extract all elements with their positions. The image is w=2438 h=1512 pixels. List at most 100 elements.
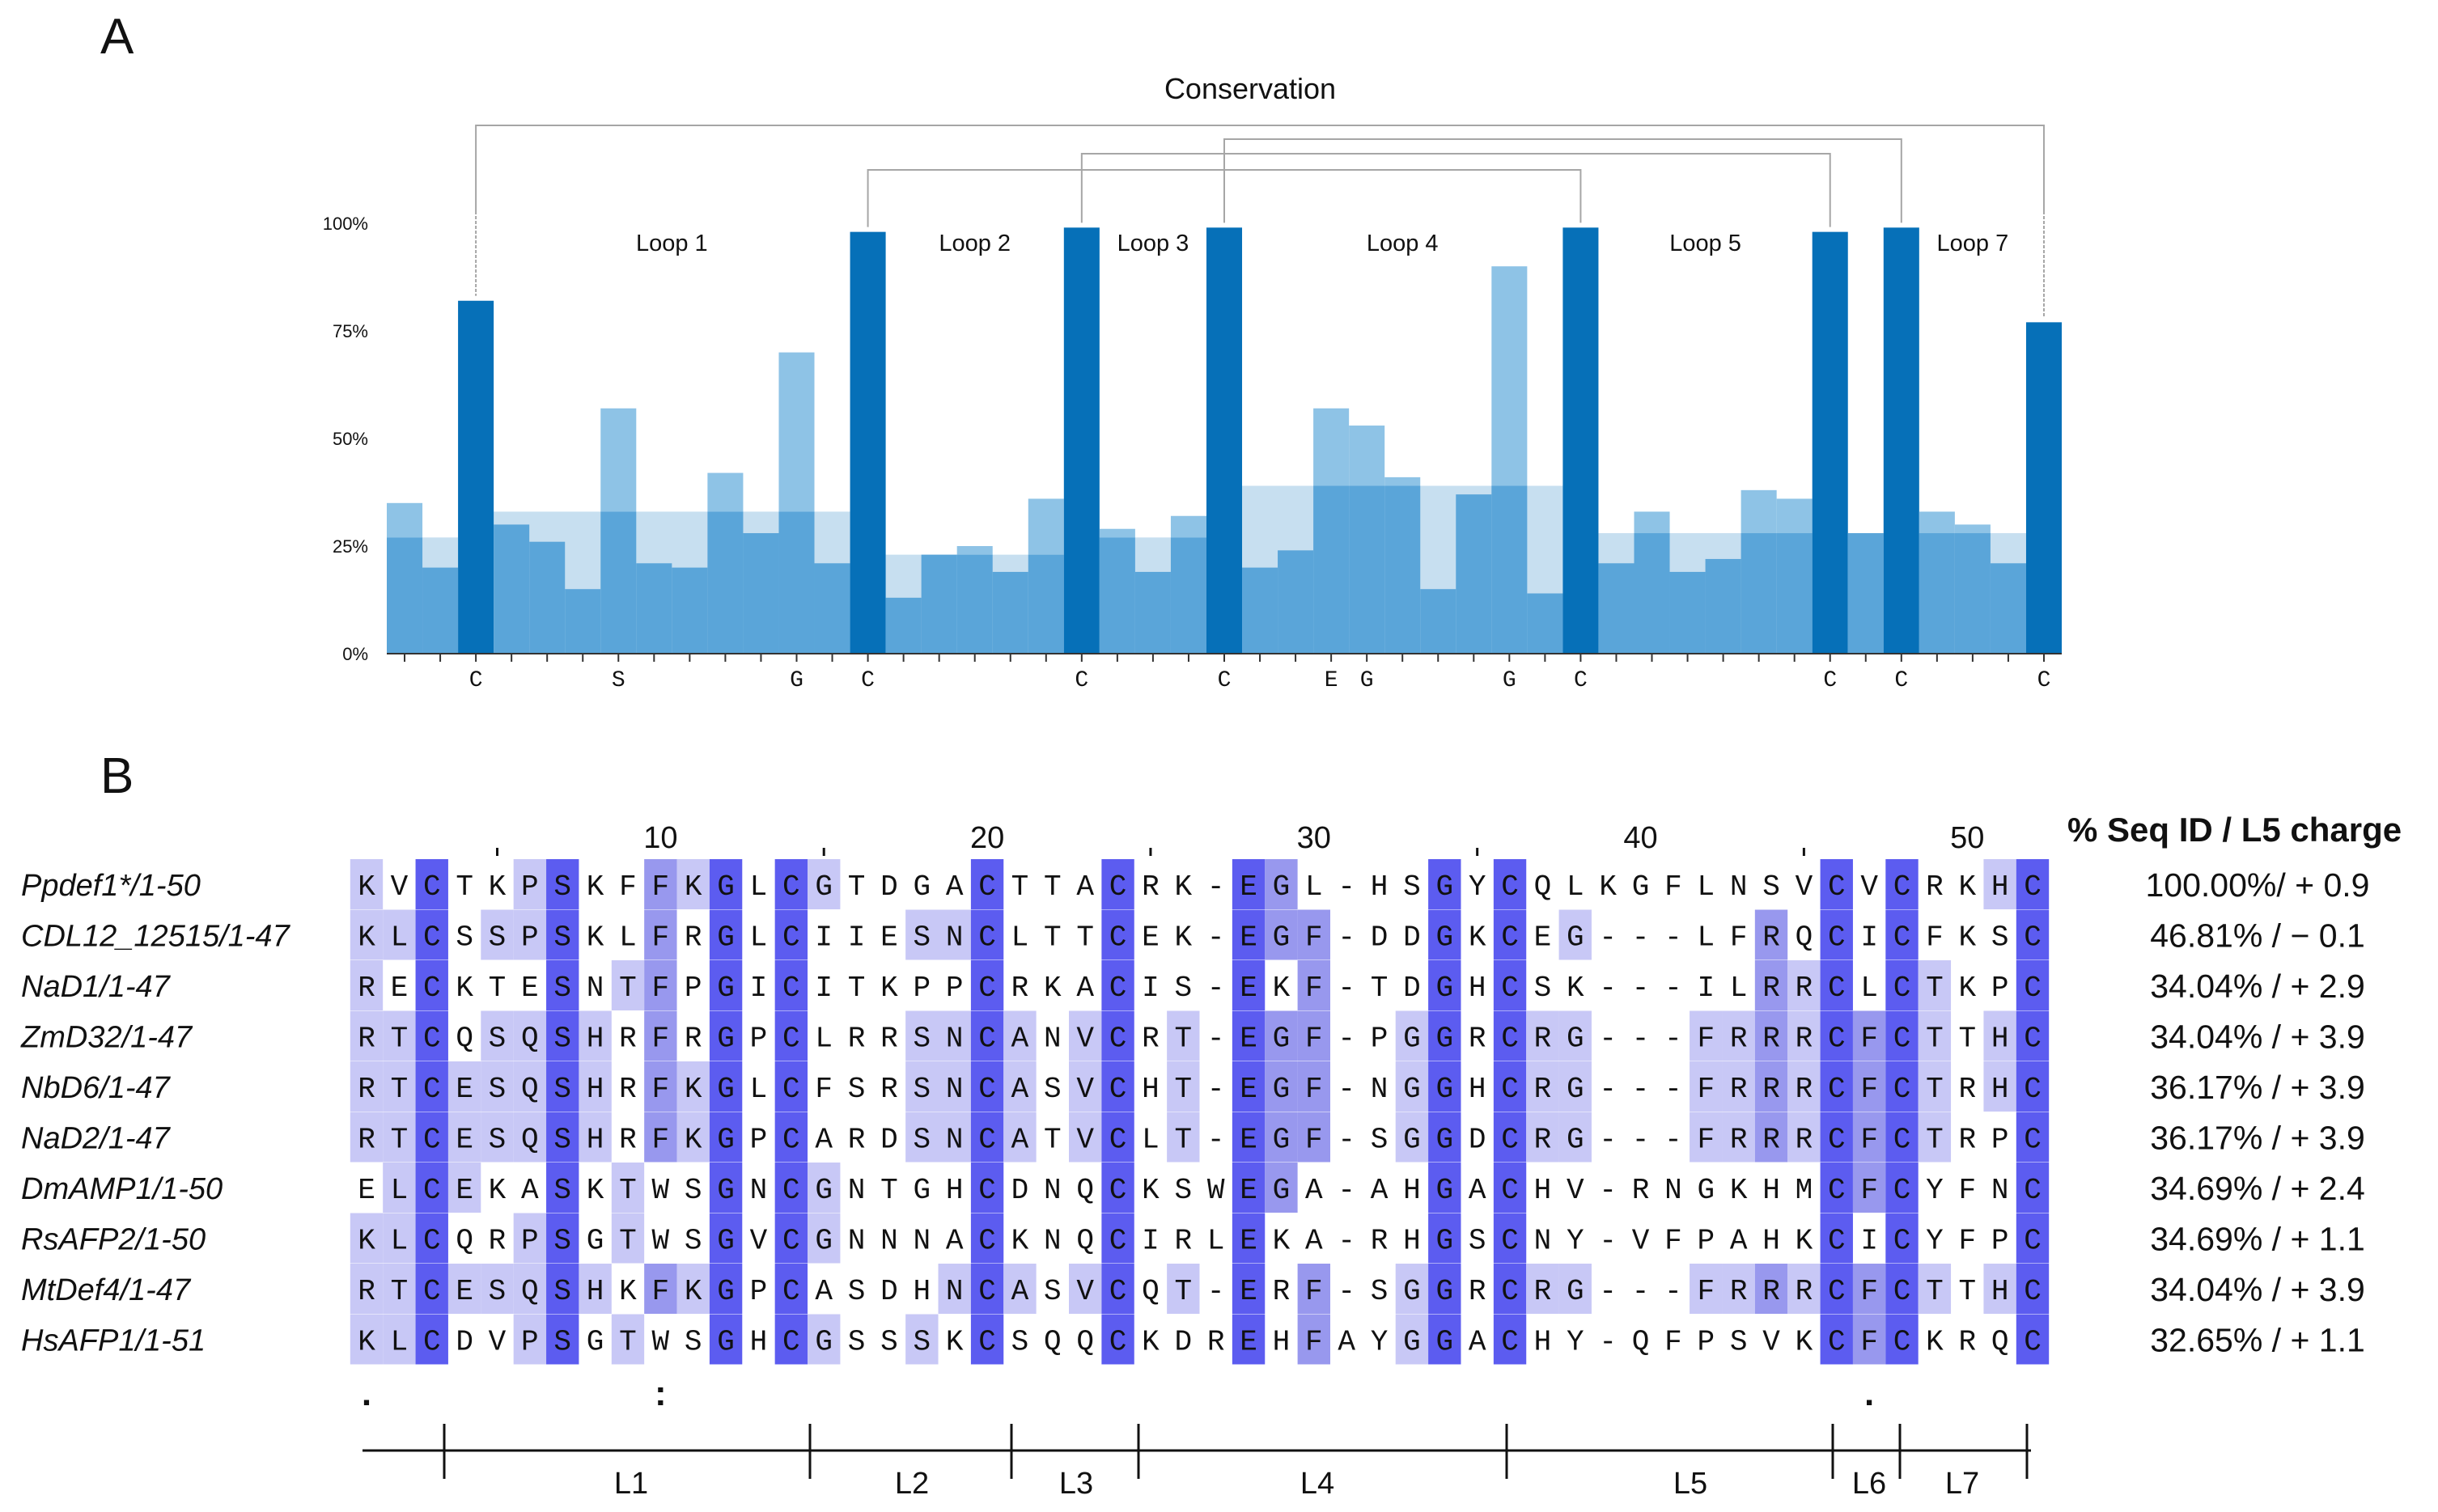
residue-highlight <box>1167 1061 1200 1112</box>
residue: S <box>489 921 507 955</box>
residue-highlight <box>1558 1112 1592 1163</box>
residue: R <box>1469 1275 1486 1308</box>
conservation-bar-upper <box>1634 511 1670 534</box>
conservation-bar-upper <box>956 546 993 555</box>
residue: G <box>717 1275 735 1308</box>
residue-highlight <box>1167 1112 1200 1163</box>
residue: C <box>1828 1124 1846 1157</box>
residue-highlight <box>1526 1264 1559 1314</box>
residue-highlight <box>1983 859 2016 909</box>
residue: A <box>1011 1275 1029 1308</box>
residue: S <box>1403 870 1421 904</box>
residue-highlight <box>1852 1264 1886 1314</box>
residue: C <box>978 921 996 955</box>
residue-highlight <box>1820 1163 1853 1213</box>
residue: K <box>1567 972 1584 1005</box>
residue: T <box>1044 921 1062 955</box>
residue-highlight <box>970 1314 1004 1365</box>
residue: S <box>553 1275 571 1308</box>
conservation-bar <box>1847 533 1884 654</box>
residue: G <box>815 870 833 904</box>
residue: - <box>1338 1023 1355 1056</box>
conservation-bar-upper <box>1170 515 1206 538</box>
residue: T <box>1175 1023 1193 1056</box>
residue-highlight <box>481 1264 514 1314</box>
residue-highlight <box>1787 1112 1821 1163</box>
conservation-bar-upper <box>1384 476 1421 486</box>
residue: K <box>1958 921 1976 955</box>
residue: P <box>1991 972 2009 1005</box>
residue-highlight <box>513 1213 547 1264</box>
residue: A <box>815 1124 833 1157</box>
residue-highlight <box>1265 909 1298 960</box>
residue: - <box>1632 972 1650 1005</box>
residue: T <box>1371 972 1389 1005</box>
residue: E <box>1240 870 1257 904</box>
residue: R <box>1730 1073 1748 1106</box>
residue: T <box>1011 870 1029 904</box>
residue: K <box>1273 1225 1291 1258</box>
residue: K <box>1796 1225 1813 1258</box>
conservation-bar <box>885 597 922 654</box>
residue: C <box>1828 1225 1846 1258</box>
residue: G <box>1567 1023 1584 1056</box>
residue-highlight <box>774 909 808 960</box>
residue: W <box>1207 1174 1225 1207</box>
conservation-bar <box>600 511 637 654</box>
cysteine-bar <box>1063 227 1100 654</box>
residue: K <box>1926 1326 1944 1359</box>
residue: H <box>1403 1225 1421 1258</box>
residue-highlight <box>970 1010 1004 1061</box>
residue-highlight <box>383 1112 416 1163</box>
residue-highlight <box>2016 1264 2050 1314</box>
residue: I <box>1142 1225 1160 1258</box>
conservation-bar <box>422 567 459 654</box>
residue-highlight <box>1069 1112 1102 1163</box>
residue: C <box>1501 1073 1519 1106</box>
residue: S <box>1175 1174 1193 1207</box>
residue: C <box>1109 1225 1127 1258</box>
residue: I <box>815 972 833 1005</box>
residue: C <box>2024 1225 2042 1258</box>
residue: H <box>1403 1174 1421 1207</box>
residue-highlight <box>970 909 1004 960</box>
residue-highlight <box>546 1112 579 1163</box>
residue-highlight <box>1885 1061 1919 1112</box>
residue: - <box>1338 1225 1355 1258</box>
conservation-bar <box>1634 533 1670 654</box>
residue-highlight <box>383 1314 416 1365</box>
residue: K <box>1796 1326 1813 1359</box>
residue: T <box>1926 1023 1944 1056</box>
conservation-bars <box>387 227 2062 654</box>
residue: A <box>946 870 964 904</box>
alignment-highlights <box>350 859 2050 1365</box>
residue-highlight <box>383 909 416 960</box>
residue-highlight <box>415 1112 448 1163</box>
conservation-bar <box>1170 537 1206 654</box>
residue: R <box>619 1023 637 1056</box>
residue: I <box>848 921 866 955</box>
residue: L <box>1860 972 1878 1005</box>
residue: R <box>1534 1275 1552 1308</box>
residue: R <box>1796 1023 1813 1056</box>
residue-highlight <box>938 1010 971 1061</box>
residue: V <box>489 1326 507 1359</box>
residue: G <box>1403 1326 1421 1359</box>
residue: H <box>946 1174 964 1207</box>
residue: D <box>1175 1326 1193 1359</box>
residue-highlight <box>611 1314 645 1365</box>
sequence-stat: 34.04% / + 2.9 <box>2150 968 2365 1005</box>
conservation-bar <box>387 537 423 654</box>
conservation-bar <box>992 571 1028 654</box>
residue-highlight <box>350 1010 384 1061</box>
residue: - <box>1599 1124 1617 1157</box>
residue: G <box>1567 921 1584 955</box>
residue: K <box>587 870 604 904</box>
residue: - <box>1338 921 1355 955</box>
residue-highlight <box>2016 1213 2050 1264</box>
loop-label: Loop 1 <box>636 231 708 256</box>
residue-highlight <box>1232 1314 1266 1365</box>
residue: G <box>587 1326 604 1359</box>
residue: H <box>1469 1073 1486 1106</box>
residue: C <box>782 1124 800 1157</box>
